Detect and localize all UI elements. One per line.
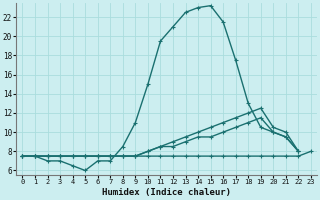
X-axis label: Humidex (Indice chaleur): Humidex (Indice chaleur) <box>102 188 231 197</box>
